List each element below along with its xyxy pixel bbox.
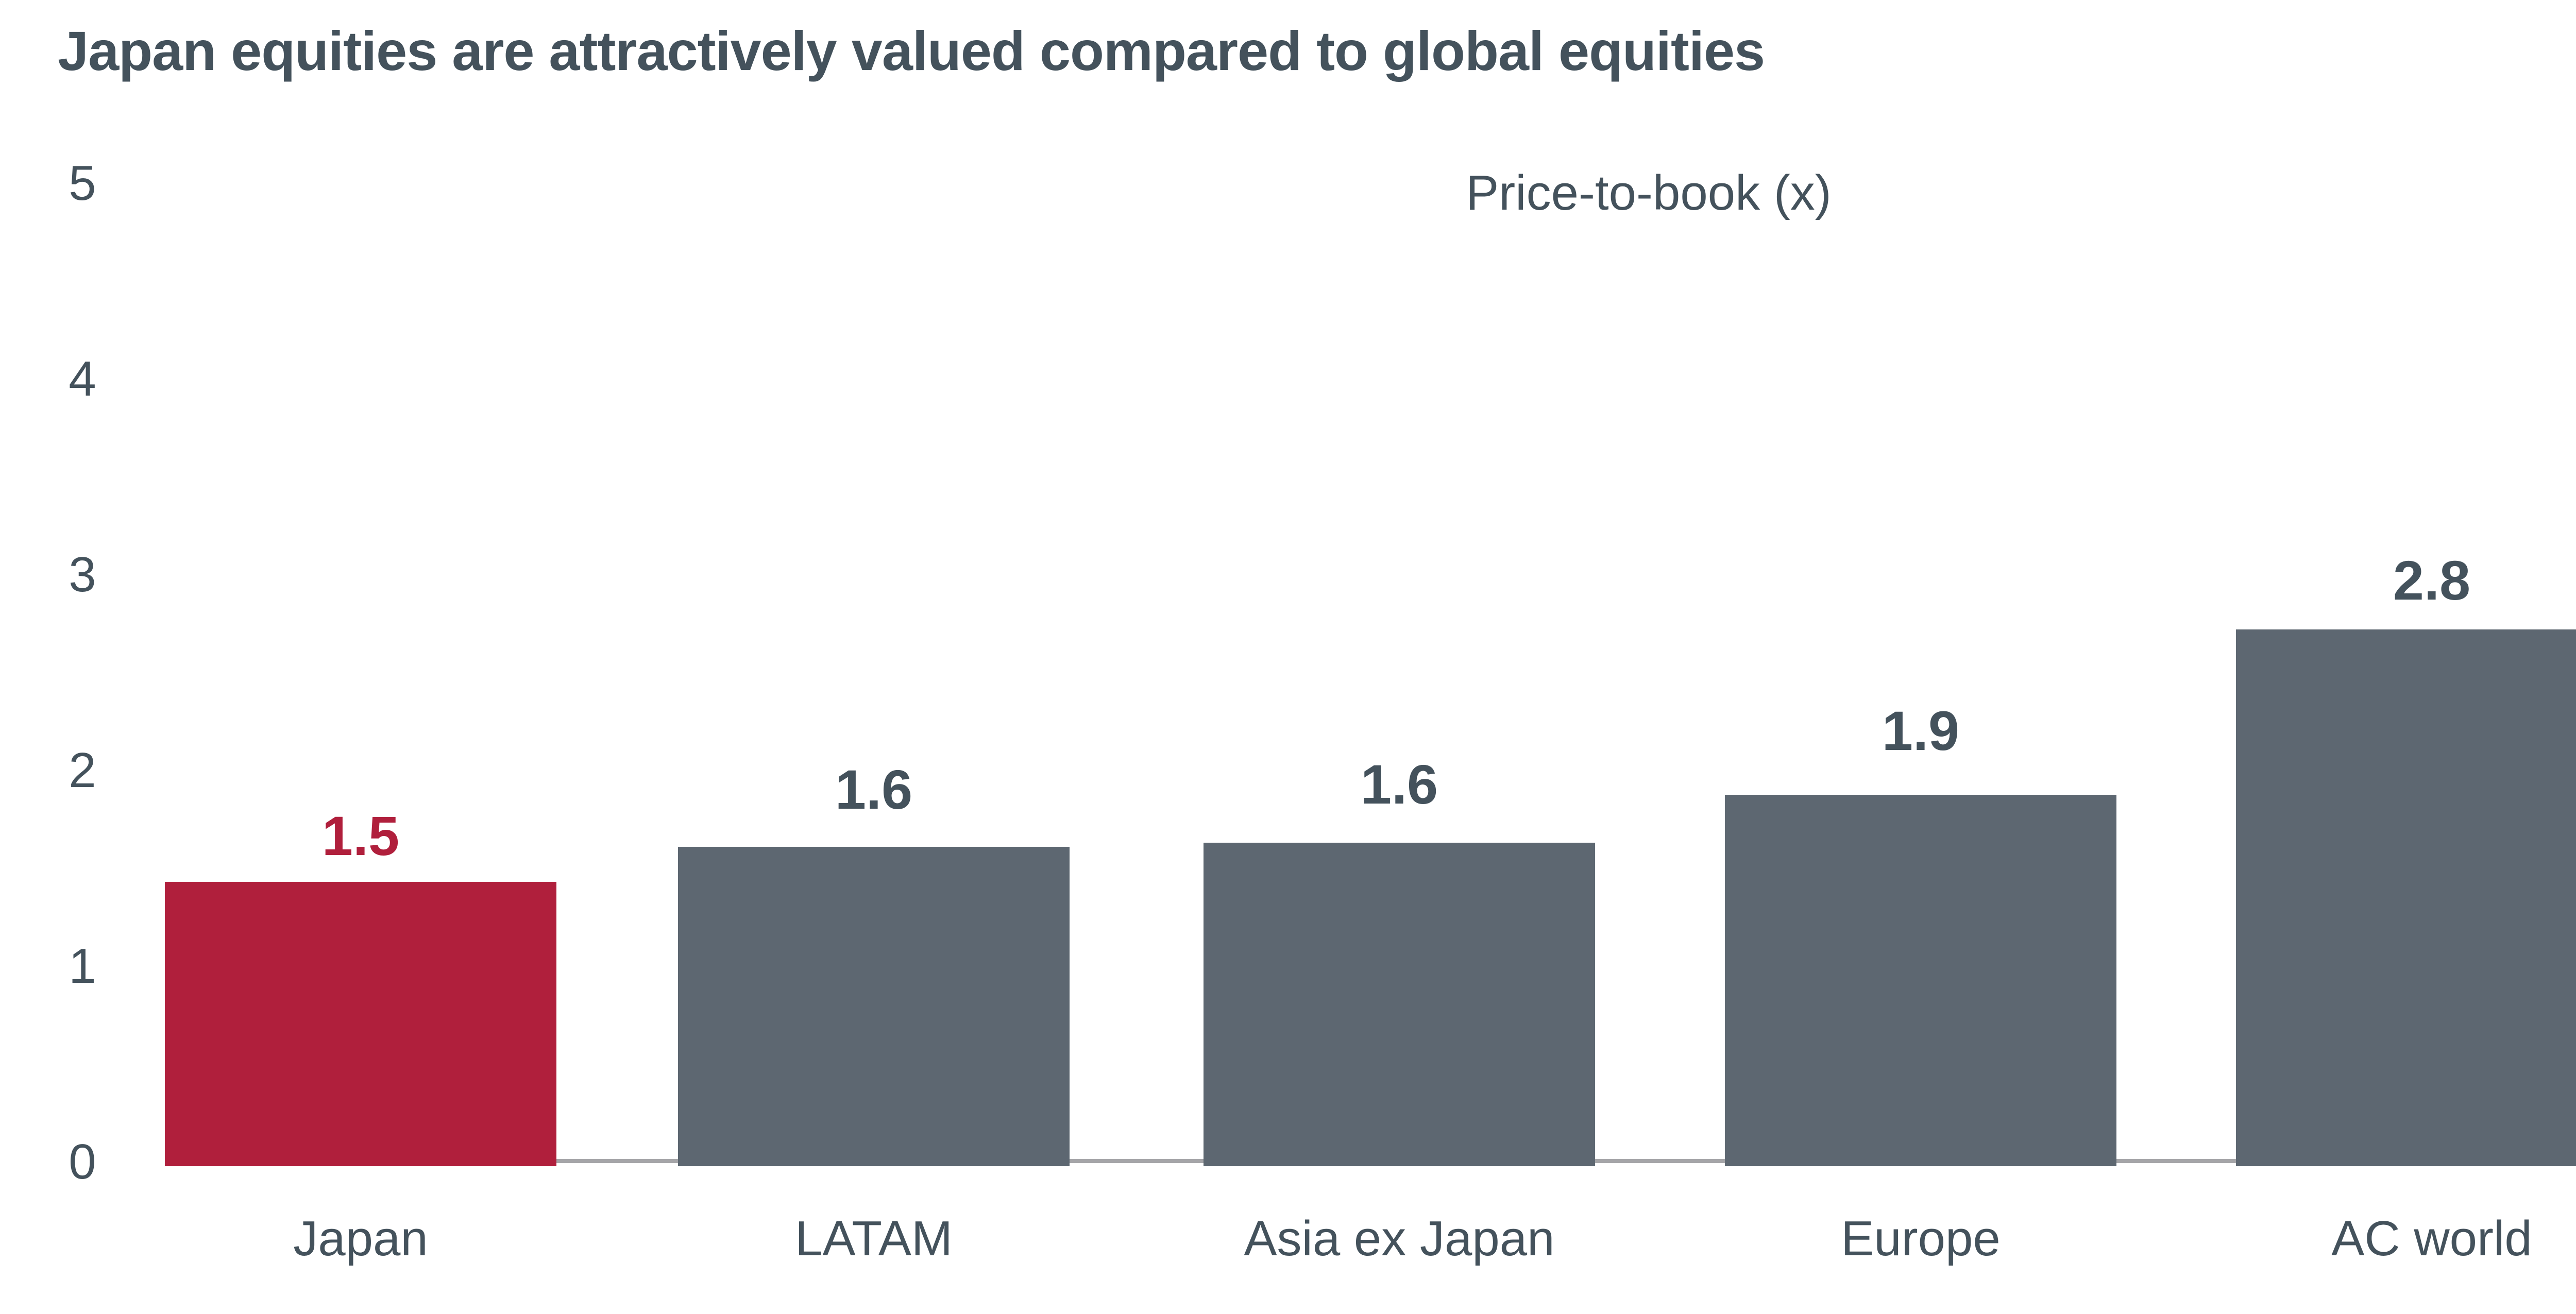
bar-asia-ex-japan — [1204, 843, 1595, 1166]
y-tick-3: 3 — [69, 547, 96, 602]
bar-japan — [165, 882, 556, 1166]
x-label: Japan — [293, 1211, 428, 1266]
x-label: Asia ex Japan — [1244, 1211, 1555, 1266]
y-tick-1: 1 — [69, 938, 96, 994]
bar-latam — [678, 847, 1070, 1166]
y-tick-4: 4 — [69, 351, 96, 406]
y-tick-5: 5 — [69, 156, 96, 211]
value-label: 1.6 — [835, 758, 913, 821]
value-label: 1.6 — [1360, 753, 1438, 815]
y-tick-2: 2 — [69, 743, 96, 798]
chart-subtitle: Price-to-book (x) — [1466, 165, 1832, 220]
x-label: AC world — [2331, 1211, 2532, 1266]
value-label: 1.9 — [1882, 699, 1960, 762]
value-label: 1.5 — [321, 805, 400, 867]
chart-title: Japan equities are attractively valued c… — [58, 20, 1765, 82]
x-label: Europe — [1841, 1211, 2001, 1266]
bar-ac-world — [2236, 629, 2576, 1166]
y-tick-0: 0 — [69, 1134, 96, 1189]
bar-europe — [1725, 795, 2116, 1166]
value-label: 2.8 — [2393, 549, 2471, 611]
x-label: LATAM — [795, 1211, 953, 1266]
